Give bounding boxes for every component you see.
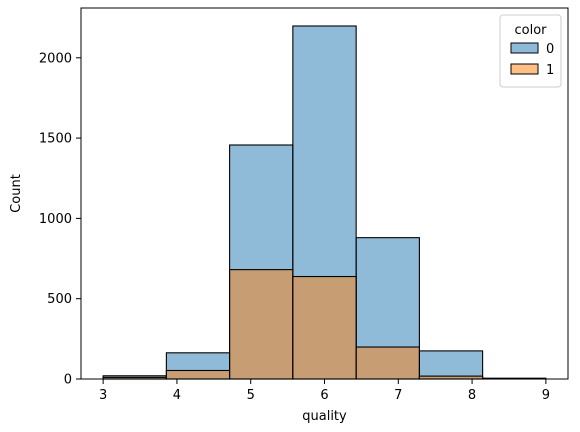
x-tick-label: 7 [394, 388, 402, 403]
y-tick-label: 0 [64, 373, 72, 388]
bar-series-1-bin-1 [165, 369, 231, 380]
bar-series-1-bin-4 [355, 346, 420, 380]
bar-series-1-bin-2 [229, 269, 294, 380]
x-tick-label: 5 [247, 388, 255, 403]
legend-label-0: 0 [546, 42, 554, 57]
x-tick-label: 4 [173, 388, 181, 403]
x-tick-label: 6 [320, 388, 328, 403]
bar-series-1-bin-3 [292, 275, 357, 380]
legend-swatch-1 [510, 63, 539, 75]
y-tick-label: 1000 [39, 212, 72, 227]
y-tick-label: 1500 [39, 132, 72, 147]
y-axis-ticks: 0 500 1000 1500 2000 [39, 51, 81, 388]
x-tick-label: 8 [468, 388, 476, 403]
x-axis-label: quality [302, 409, 347, 424]
legend-swatch-0 [510, 42, 539, 54]
y-tick-label: 500 [47, 292, 72, 307]
x-tick-label: 3 [99, 388, 107, 403]
series-1-bars [102, 269, 484, 380]
legend-items: 01 [510, 42, 554, 78]
legend-label-1: 1 [546, 63, 554, 78]
x-axis-ticks: 3 4 5 6 7 8 9 [99, 379, 550, 403]
x-tick-label: 9 [542, 388, 550, 403]
legend: color 01 [499, 14, 562, 88]
legend-title: color [514, 23, 547, 38]
bar-series-0-bin-5 [418, 350, 484, 380]
y-tick-label: 2000 [39, 51, 72, 66]
y-axis-label: Count [9, 174, 24, 213]
